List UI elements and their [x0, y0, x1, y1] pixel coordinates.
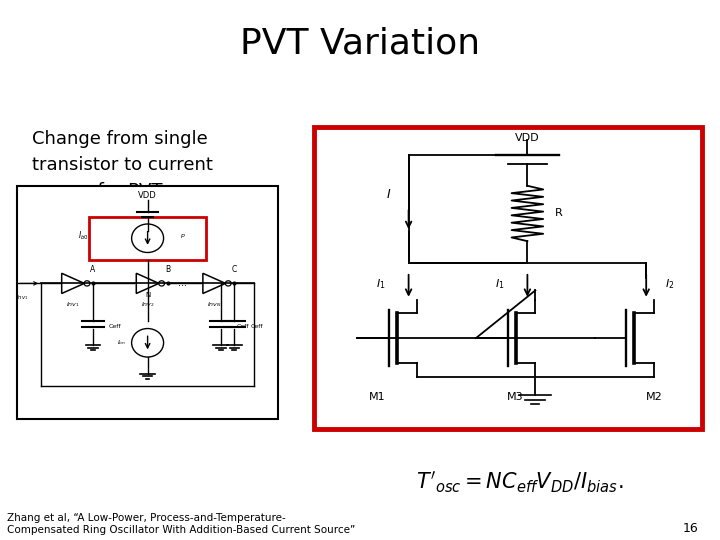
Polygon shape	[62, 273, 84, 293]
Text: Zhang et al, “A Low-Power, Process-and-Temperature-
Compensated Ring Oscillator : Zhang et al, “A Low-Power, Process-and-T…	[7, 513, 356, 535]
Text: 16: 16	[683, 522, 698, 535]
Text: $Inv_1$: $Inv_1$	[16, 293, 28, 302]
Text: M1: M1	[369, 392, 385, 402]
Text: $Inv_1$: $Inv_1$	[66, 300, 80, 309]
Text: B: B	[165, 265, 170, 274]
Circle shape	[132, 224, 163, 253]
Circle shape	[158, 281, 165, 286]
Circle shape	[225, 281, 231, 286]
Text: VDD: VDD	[515, 133, 540, 144]
Text: $I_1$: $I_1$	[376, 278, 386, 291]
Text: C: C	[232, 265, 237, 274]
Polygon shape	[203, 273, 225, 293]
Text: Ceff: Ceff	[250, 323, 263, 329]
Text: p: p	[179, 233, 184, 238]
Text: Change from single
transistor to current
source for PVT: Change from single transistor to current…	[32, 130, 213, 200]
Text: $I_{b0}$: $I_{b0}$	[78, 230, 89, 242]
Text: N: N	[145, 292, 150, 298]
Text: $Inv_2$: $Inv_2$	[140, 300, 155, 309]
Text: ...: ...	[178, 279, 186, 288]
Text: $Inv_N$: $Inv_N$	[207, 300, 222, 309]
Circle shape	[132, 328, 163, 357]
Text: A: A	[91, 265, 96, 274]
Text: $T'_{osc} = NC_{eff}V_{DD}/I_{bias}.$: $T'_{osc} = NC_{eff}V_{DD}/I_{bias}.$	[416, 469, 624, 495]
Text: R: R	[555, 208, 563, 219]
Text: VDD: VDD	[138, 191, 157, 200]
Text: M2: M2	[646, 392, 662, 402]
Text: $I_1$: $I_1$	[495, 278, 505, 291]
Bar	[89, 217, 206, 260]
Text: $I_{bn}$: $I_{bn}$	[117, 339, 126, 347]
Text: PVT Variation: PVT Variation	[240, 27, 480, 61]
Text: Ceff: Ceff	[109, 323, 122, 329]
Circle shape	[84, 281, 90, 286]
Polygon shape	[136, 273, 159, 293]
Text: M3: M3	[507, 392, 524, 402]
Text: Ceff: Ceff	[237, 323, 249, 329]
Text: $I_2$: $I_2$	[665, 278, 675, 291]
Text: I: I	[387, 188, 391, 201]
